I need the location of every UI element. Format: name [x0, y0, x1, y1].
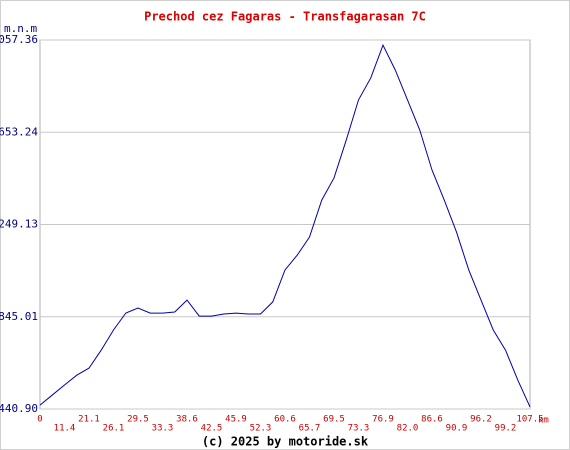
x-tick-label: 90.9	[446, 424, 468, 434]
footer: (c) 2025 by motoride.sk	[202, 435, 369, 449]
y-tick-label: 2057.36	[0, 33, 38, 46]
x-tick-label: 33.3	[152, 424, 174, 434]
x-unit: km	[538, 416, 549, 426]
x-tick-label: 73.3	[348, 424, 370, 434]
y-tick-label: 1653.24	[0, 125, 38, 138]
x-tick-label: 86.6	[421, 415, 443, 425]
x-tick-label: 21.1	[78, 415, 100, 425]
x-tick-label: 107.5	[516, 415, 543, 425]
x-tick-label: 60.6	[274, 415, 296, 425]
x-tick-label: 76.9	[372, 415, 394, 425]
x-tick-label: 38.6	[176, 415, 198, 425]
x-tick-label: 52.3	[250, 424, 272, 434]
x-tick-label: 69.5	[323, 415, 345, 425]
chart-title: Prechod cez Fagaras - Transfagarasan 7C	[144, 10, 426, 24]
x-tick-label: 11.4	[54, 424, 76, 434]
x-tick-label: 99.2	[495, 424, 517, 434]
x-tick-label: 0	[37, 415, 42, 425]
x-tick-label: 42.5	[201, 424, 223, 434]
y-axis-label: m.n.m	[4, 22, 37, 35]
x-tick-label: 45.9	[225, 415, 247, 425]
x-tick-label: 65.7	[299, 424, 321, 434]
x-tick-label: 96.2	[470, 415, 492, 425]
x-tick-label: 82.0	[397, 424, 419, 434]
x-tick-label: 29.5	[127, 415, 149, 425]
y-tick-label: 440.90	[0, 402, 38, 415]
x-tick-label: 26.1	[103, 424, 125, 434]
y-tick-label: 845.01	[0, 310, 38, 323]
profile-line	[39, 43, 531, 408]
